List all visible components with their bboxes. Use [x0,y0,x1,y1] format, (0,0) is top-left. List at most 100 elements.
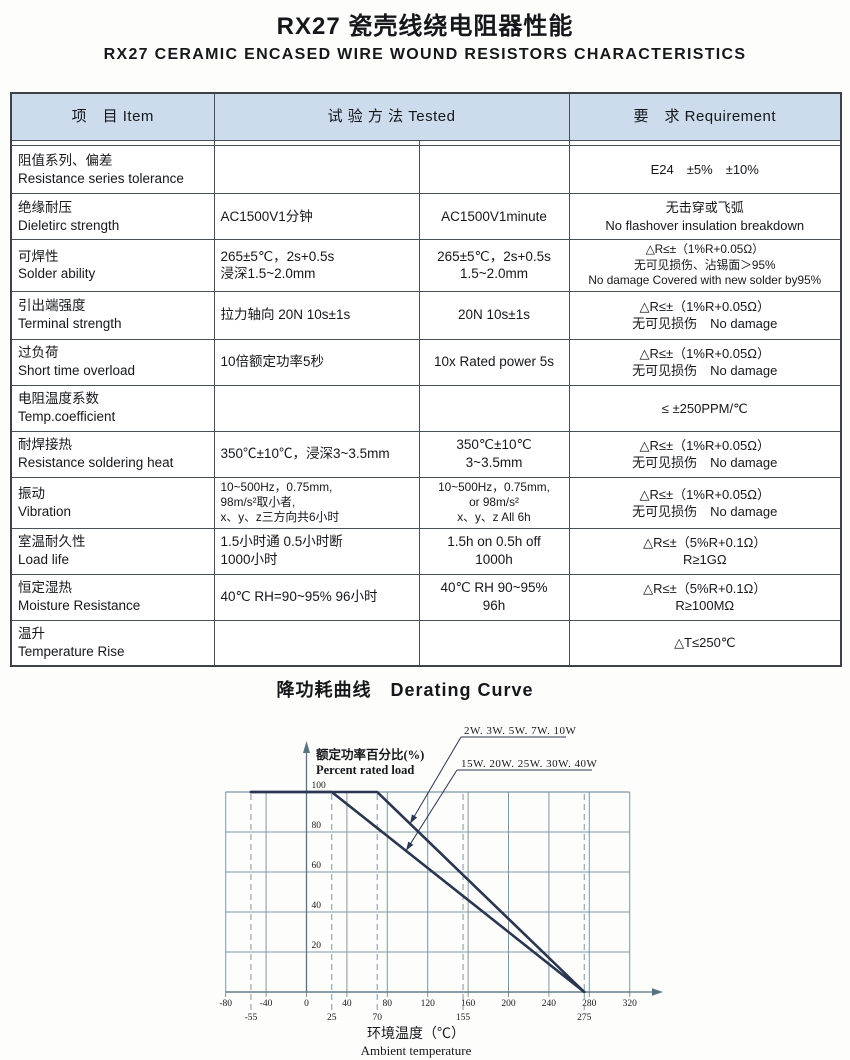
x-tick-label: 320 [623,999,638,1009]
y-axis-arrow-icon [303,741,310,753]
requirement-cell: △R≤±（1%R+0.05Ω） 无可见损伤 No damage [568,290,842,340]
test-method-en-cell: 10~500Hz，0.75mm, or 98m/s² x、y、z All 6h [418,476,570,529]
requirement-cell: △T≤250℃ [568,619,842,667]
chart-title: 降功耗曲线 Derating Curve [276,680,534,700]
test-method-cn-cell: 40℃ RH=90~95% 96小时 [213,573,420,621]
test-method-cn-cell: 10倍额定功率5秒 [213,338,420,386]
test-method-en-cell: AC1500V1minute [418,193,570,240]
item-cell: 振动 Vibration [10,476,215,529]
requirement-cell: △R≤±（1%R+0.05Ω） 无可见损伤 No damage [568,476,842,529]
x-tick-secondary-label: 70 [372,1013,382,1023]
item-cell: 引出端强度 Terminal strength [10,290,215,340]
item-cell: 耐焊接热 Resistance soldering heat [10,430,215,478]
test-method-en-cell: 265±5℃，2s+0.5s 1.5~2.0mm [418,239,570,292]
requirement-cell: 无击穿或飞弧 No flashover insulation breakdown [568,193,842,240]
page-subtitle: RX27 CERAMIC ENCASED WIRE WOUND RESISTOR… [103,46,747,63]
table-row: 振动 Vibration 10~500Hz，0.75mm, 98m/s²取小者,… [10,476,842,529]
table-row: 阻值系列、偏差 Resistance series tolerance E24 … [10,145,842,194]
x-tick-label: 40 [342,999,352,1009]
table-row: 耐焊接热 Resistance soldering heat 350℃±10℃，… [10,430,842,478]
x-tick-secondary-label: -55 [245,1013,258,1023]
item-cell: 过负荷 Short time overload [10,338,215,386]
item-cell: 可焊性 Solder ability [10,239,215,292]
table-row: 温升 Temperature Rise △T≤250℃ [10,619,842,667]
table-row: 引出端强度 Terminal strength 拉力轴向 20N 10s±1s … [10,290,842,340]
requirement-cell: △R≤±（5%R+0.1Ω） R≥1GΩ [568,527,842,575]
derating-curve-chart: -80 -40 0 40 80 120 160 200 240 280 320 -55 25 70 155 2… [219,725,663,1058]
y-tick-label: 80 [312,821,322,831]
y-tick-label: 20 [312,941,322,951]
y-tick-label: 40 [312,901,322,911]
table-row: 绝缘耐压 Dieletirc strength AC1500V1分钟 AC150… [10,193,842,240]
test-method-cn-cell: 拉力轴向 20N 10s±1s [213,290,420,340]
x-tick-label: 0 [304,999,309,1009]
x-tick-secondary-label: 25 [327,1013,337,1023]
x-tick-secondary-label: 275 [577,1013,592,1023]
test-method-en-cell: 1.5h on 0.5h off 1000h [418,527,570,575]
table-row: 电阻温度系数 Temp.coefficient ≤ ±250PPM/℃ [10,384,842,432]
test-method-cn-cell [213,619,420,667]
item-cell: 室温耐久性 Load life [10,527,215,575]
x-tick-label: -40 [260,999,273,1009]
series-line [249,790,586,994]
table-row: 可焊性 Solder ability 265±5℃，2s+0.5s 浸深1.5~… [10,239,842,292]
x-tick-label: 120 [421,999,436,1009]
series-label: 2W. 3W. 5W. 7W. 10W [464,725,576,737]
requirement-cell: △R≤±（1%R+0.05Ω） 无可见损伤 No damage [568,338,842,386]
item-cell: 阻值系列、偏差 Resistance series tolerance [10,145,215,194]
x-tick-label: 280 [582,999,597,1009]
item-cell: 恒定湿热 Moisture Resistance [10,573,215,621]
leader-arrow-icon [410,814,418,824]
x-axis-arrow-icon [652,988,663,996]
test-method-en-cell [418,619,570,667]
requirement-cell: △R≤±（1%R+0.05Ω） 无可见损伤、沾锡面＞95% No damage … [568,239,842,292]
item-cell: 温升 Temperature Rise [10,619,215,667]
table-header-row: 项 目 Item 试 验 方 法 Tested 要 求 Requirement [10,92,842,141]
y-axis-title-cn: 额定功率百分比(%) [316,747,424,762]
characteristics-table: 项 目 Item 试 验 方 法 Tested 要 求 Requirement … [10,92,842,668]
requirement-cell: ≤ ±250PPM/℃ [568,384,842,432]
test-method-en-cell [418,384,570,432]
test-method-cn-cell [213,384,420,432]
requirement-cell: △R≤±（5%R+0.1Ω） R≥100MΩ [568,573,842,621]
x-axis-title-cn: 环境温度（℃） [367,1026,465,1042]
col-header-tested: 试 验 方 法 Tested [213,92,570,141]
test-method-cn-cell: 1.5小时通 0.5小时断 1000小时 [213,527,420,575]
leader-arrow-icon [406,841,414,851]
item-cell: 电阻温度系数 Temp.coefficient [10,384,215,432]
y-axis-title-en: Percent rated load [316,763,414,777]
table-row: 室温耐久性 Load life 1.5小时通 0.5小时断 1000小时 1.5… [10,527,842,575]
requirement-cell: △R≤±（1%R+0.05Ω） 无可见损伤 No damage [568,430,842,478]
y-tick-label: 100 [312,781,327,791]
series-line [249,790,586,994]
test-method-cn-cell: 350℃±10℃，浸深3~3.5mm [213,430,420,478]
x-axis-title-en: Ambient temperature [361,1043,472,1058]
test-method-en-cell [418,145,570,194]
x-tick-label: -80 [219,999,232,1009]
x-tick-label: 160 [461,999,476,1009]
test-method-en-cell: 40℃ RH 90~95% 96h [418,573,570,621]
col-header-requirement: 要 求 Requirement [568,92,842,141]
test-method-cn-cell: 10~500Hz，0.75mm, 98m/s²取小者, x、y、z三方向共6小时 [213,476,420,529]
test-method-en-cell: 20N 10s±1s [418,290,570,340]
col-header-item: 项 目 Item [10,92,215,141]
test-method-cn-cell [213,145,420,194]
test-method-en-cell: 350℃±10℃ 3~3.5mm [418,430,570,478]
series-label: 15W. 20W. 25W. 30W. 40W [461,758,597,770]
x-tick-label: 200 [501,999,516,1009]
x-tick-label: 80 [383,999,393,1009]
test-method-cn-cell: 265±5℃，2s+0.5s 浸深1.5~2.0mm [213,239,420,292]
header-gap-row [10,140,842,146]
item-cell: 绝缘耐压 Dieletirc strength [10,193,215,240]
table-row: 过负荷 Short time overload 10倍额定功率5秒 10x Ra… [10,338,842,386]
leader-line [409,736,462,824]
y-tick-label: 60 [312,861,322,871]
requirement-cell: E24 ±5% ±10% [568,145,842,194]
x-tick-label: 240 [542,999,557,1009]
test-method-en-cell: 10x Rated power 5s [418,338,570,386]
test-method-cn-cell: AC1500V1分钟 [213,193,420,240]
x-tick-secondary-label: 155 [456,1013,471,1023]
page-title: RX27 瓷壳线绕电阻器性能 [276,13,574,40]
leader-line [405,769,458,852]
